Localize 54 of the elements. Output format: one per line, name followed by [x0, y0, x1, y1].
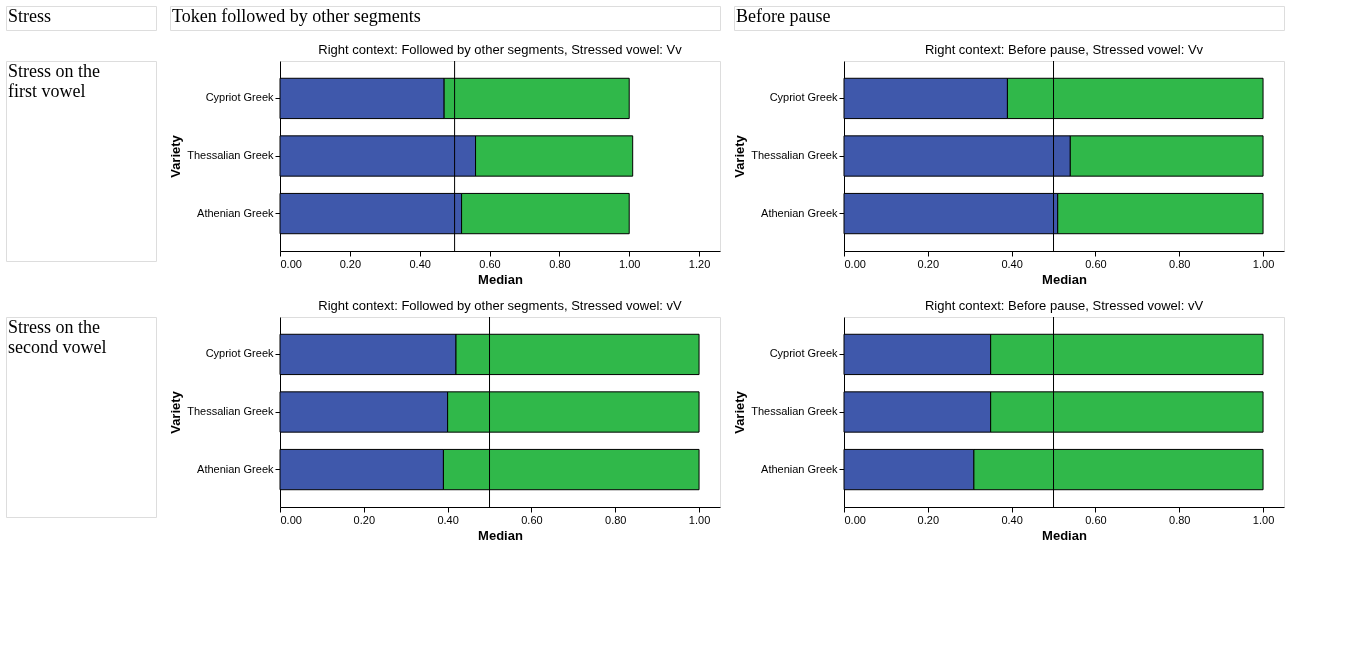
x-tick-label: 0.40	[437, 513, 459, 526]
x-tick-label: 1.00	[1252, 257, 1275, 270]
y-axis-title: Variety	[732, 390, 748, 434]
y-tick-label: Thessalian Greek	[751, 149, 838, 161]
x-tick-label: 1.00	[1252, 513, 1275, 526]
y-tick-label: Thessalian Greek	[187, 405, 274, 417]
x-axis-title: Median	[1042, 527, 1087, 543]
text: Before pause	[736, 6, 831, 26]
x-tick-label: 0.80	[605, 513, 627, 526]
y-axis-title: Variety	[732, 134, 748, 178]
x-tick-label: 0.60	[479, 257, 501, 270]
text: Token followed by other segments	[172, 6, 421, 26]
y-tick-label: Athenian Greek	[761, 462, 838, 475]
x-tick-label: 0.20	[353, 513, 376, 526]
y-tick-label: Cypriot Greek	[205, 347, 274, 360]
y-tick-label: Athenian Greek	[197, 462, 274, 475]
x-tick-label: 0.20	[917, 257, 940, 270]
x-axis-title: Median	[478, 271, 523, 287]
x-tick-label: 0.00	[844, 513, 866, 526]
x-tick-label: 1.20	[688, 257, 711, 270]
x-tick-label: 0.20	[339, 257, 362, 270]
x-tick-label: 0.00	[844, 257, 866, 270]
chart-title: Right context: Before pause, Stressed vowel: Vv	[924, 41, 1204, 57]
x-tick-label: 1.00	[688, 513, 711, 526]
x-tick-label: 0.20	[917, 513, 940, 526]
x-axis-title: Median	[478, 527, 523, 543]
x-tick-label: 0.40	[409, 257, 431, 270]
text: Stress	[8, 6, 52, 26]
text: Stress on the first vowel	[8, 61, 101, 101]
x-tick-label: 1.00	[619, 257, 641, 270]
x-tick-label: 0.80	[1169, 257, 1191, 270]
x-tick-label: 0.40	[1001, 257, 1023, 270]
y-tick-label: Athenian Greek	[197, 206, 274, 219]
x-axis-title: Median	[1042, 271, 1087, 287]
y-axis-title: Variety	[168, 134, 184, 178]
x-tick-label: 0.80	[549, 257, 571, 270]
y-tick-label: Athenian Greek	[761, 206, 838, 219]
x-tick-label: 0.40	[1001, 513, 1023, 526]
y-tick-label: Cypriot Greek	[769, 91, 838, 104]
x-tick-label: 0.60	[521, 513, 543, 526]
chart-title: Right context: Before pause, Stressed vowel: vV	[924, 297, 1204, 313]
y-tick-label: Cypriot Greek	[769, 347, 838, 360]
x-tick-label: 0.80	[1169, 513, 1191, 526]
x-tick-label: 0.60	[1085, 257, 1107, 270]
y-tick-label: Thessalian Greek	[187, 149, 274, 161]
x-tick-label: 0.00	[280, 257, 302, 270]
chart-title: Right context: Followed by other segments, Stressed vowel: vV	[318, 297, 683, 313]
x-tick-label: 0.60	[1085, 513, 1107, 526]
y-tick-label: Thessalian Greek	[751, 405, 838, 417]
x-tick-label: 0.00	[280, 513, 302, 526]
y-axis-title: Variety	[168, 390, 184, 434]
y-tick-label: Cypriot Greek	[205, 91, 274, 104]
chart-title: Right context: Followed by other segments, Stressed vowel: Vv	[318, 41, 683, 57]
text: Stress on the second vowel	[8, 317, 107, 357]
